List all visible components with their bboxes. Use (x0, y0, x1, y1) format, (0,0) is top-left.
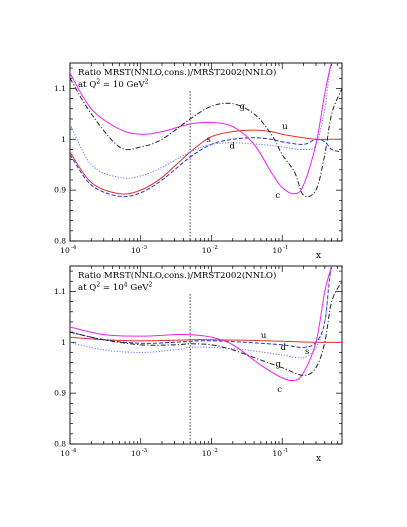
series-label-u: u (261, 331, 267, 341)
y-tick-label: 0.8 (54, 440, 66, 449)
series-label-d: d (230, 141, 236, 151)
x-tick-label-base: 10 (202, 246, 212, 255)
series-label-s: s (305, 347, 309, 357)
series-label-d: d (281, 343, 287, 353)
x-axis-label: x (316, 454, 321, 464)
y-tick-label: 1.1 (54, 287, 66, 296)
y-tick-label: 0.9 (54, 389, 66, 398)
y-tick-label: 0.8 (54, 237, 66, 246)
y-tick-label: 1.1 (54, 84, 66, 93)
x-tick-label-base: 10 (272, 449, 282, 458)
curves (70, 63, 342, 198)
chart-title: Ratio MRST(NNLO,cons.)/MRST2002(NNLO) (78, 270, 276, 281)
series-line-u (70, 129, 342, 195)
series-label-c: c (277, 385, 282, 395)
series-line-c (70, 266, 333, 382)
x-tick-label: 10 -1 (272, 245, 288, 255)
chart-title: Ratio MRST(NNLO,cons.)/MRST2002(NNLO) (78, 67, 276, 78)
x-tick-label: 10 -4 (60, 448, 77, 458)
x-tick-label-base: 10 (60, 449, 70, 458)
series-label-u: u (282, 122, 288, 132)
series-label-c: c (275, 191, 280, 201)
series-line-u (70, 336, 342, 343)
x-tick-label-exponent: -1 (283, 448, 288, 454)
x-tick-label-base: 10 (272, 246, 282, 255)
x-tick-label: 10 -2 (202, 245, 218, 255)
series-line-d (70, 137, 342, 198)
y-tick-label: 1 (61, 135, 66, 144)
y-tick-label: 1 (61, 338, 66, 347)
series-line-g (70, 281, 342, 376)
x-tick-label-base: 10 (131, 246, 141, 255)
series-line-s (70, 266, 342, 359)
x-axis-label: x (316, 251, 321, 261)
chart-subtitle: at Q2 = 104 GeV2 (78, 282, 153, 294)
y-tick-label: 0.9 (54, 186, 66, 195)
chart-subtitle: at Q2 = 10 GeV2 (78, 79, 149, 91)
x-tick-label: 10 -2 (202, 448, 218, 458)
x-tick-label-exponent: -3 (142, 245, 148, 251)
plot-frame (69, 265, 343, 445)
series-label-g: g (275, 360, 281, 370)
x-tick-label-exponent: -2 (212, 448, 217, 454)
x-tick-label: 10 -3 (131, 245, 148, 255)
x-tick-label-exponent: -2 (212, 245, 217, 251)
x-tick-label-exponent: -3 (142, 448, 148, 454)
x-tick-label-exponent: -4 (71, 448, 77, 454)
series-line-d (70, 266, 342, 348)
series-label-s: s (206, 135, 210, 145)
curves (70, 266, 342, 382)
x-tick-label: 10 -3 (131, 448, 148, 458)
x-tick-label: 10 -1 (272, 448, 288, 458)
x-tick-label-base: 10 (202, 449, 212, 458)
series-line-c (70, 63, 338, 195)
series-line-g (70, 78, 342, 198)
series-line-s (70, 63, 342, 179)
x-tick-label-base: 10 (131, 449, 141, 458)
x-tick-label-exponent: -1 (283, 245, 288, 251)
x-tick-label: 10 -4 (60, 245, 77, 255)
x-tick-label-exponent: -4 (71, 245, 77, 251)
series-label-g: g (240, 102, 246, 112)
x-tick-label-base: 10 (60, 246, 70, 255)
